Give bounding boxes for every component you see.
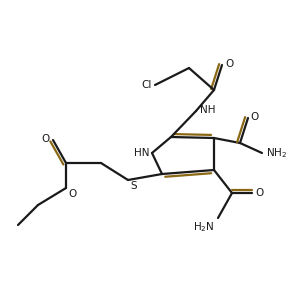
Text: NH: NH [200, 105, 215, 115]
Text: O: O [68, 189, 76, 199]
Text: Cl: Cl [141, 80, 152, 90]
Text: HN: HN [133, 148, 149, 158]
Text: S: S [130, 181, 137, 191]
Text: O: O [255, 188, 263, 198]
Text: O: O [225, 59, 233, 69]
Text: O: O [42, 134, 50, 144]
Text: H$_2$N: H$_2$N [194, 220, 215, 234]
Text: NH$_2$: NH$_2$ [266, 146, 287, 160]
Text: O: O [250, 112, 258, 122]
